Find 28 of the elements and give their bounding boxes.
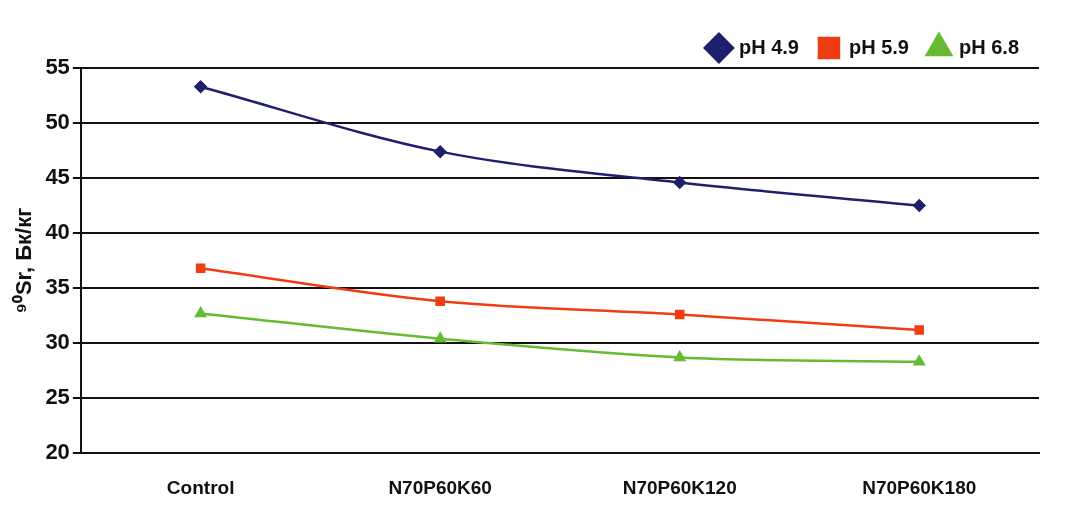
x-tick-label: N70P60K120	[622, 476, 737, 498]
legend-label: pH 5.9	[848, 35, 909, 58]
y-tick-label: 45	[45, 164, 70, 190]
point	[195, 307, 207, 318]
point	[194, 80, 207, 93]
legend-label: pH 4.9	[738, 35, 799, 58]
point	[673, 176, 686, 189]
y-tick-label: 40	[45, 219, 70, 245]
legend-label: pH 6.8	[958, 35, 1020, 58]
point	[913, 355, 925, 366]
y-tick-label: 35	[45, 274, 70, 300]
y-tick-label: 55	[45, 54, 70, 80]
x-tick-label: Control	[166, 476, 235, 498]
y-tick-label: 20	[45, 439, 70, 465]
y-tick-label: 25	[45, 384, 70, 410]
x-tick-label: N70P60K60	[388, 476, 492, 498]
point	[433, 145, 447, 158]
point	[912, 199, 926, 212]
y-axis-title: ⁹⁰Sr, Бк/кг	[11, 207, 37, 314]
point	[195, 263, 206, 274]
point	[435, 296, 445, 307]
point	[914, 325, 925, 335]
x-tick-label: N70P60K180	[862, 476, 977, 498]
point	[674, 351, 686, 362]
y-tick-label: 30	[45, 329, 70, 355]
point	[674, 309, 685, 320]
point	[434, 332, 446, 343]
y-tick-label: 50	[45, 109, 70, 135]
